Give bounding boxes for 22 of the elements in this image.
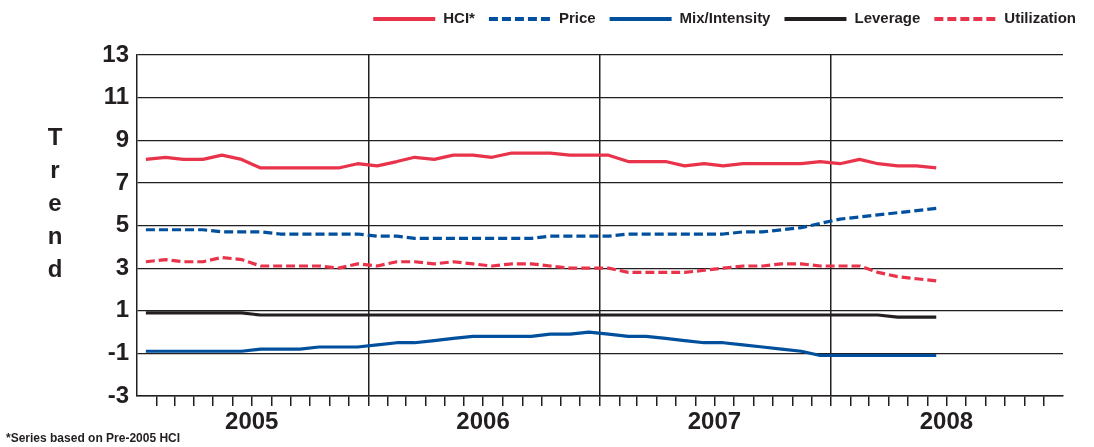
legend-label: Leverage [854,9,921,27]
y-tick-label: 1 [115,295,129,323]
y-tick-label: 5 [115,210,129,238]
line-series [144,206,938,240]
x-tick-label: 2008 [919,407,974,435]
y-tick-label: -1 [107,338,129,365]
y-tick-label: 11 [103,82,129,110]
legend-label: Price [558,9,596,27]
text: *Series based on Pre-2005 HCI [6,431,181,445]
line-series [144,255,938,283]
y-tick-label: 7 [115,167,129,195]
legend-label: Utilization [1004,9,1077,27]
legend-label: Mix/Intensity [679,9,772,27]
legend-label: HCI* [443,9,476,27]
y-axis-title: Trend [46,122,64,284]
y-tick-label: 3 [115,252,129,280]
x-tick-label: 2006 [456,407,510,435]
y-tick-label: 13 [102,39,129,67]
x-tick-label: 2005 [225,407,279,435]
x-tick-label: 2007 [687,407,742,435]
y-tick-label: -3 [107,380,129,408]
y-tick-label: 9 [115,124,129,152]
